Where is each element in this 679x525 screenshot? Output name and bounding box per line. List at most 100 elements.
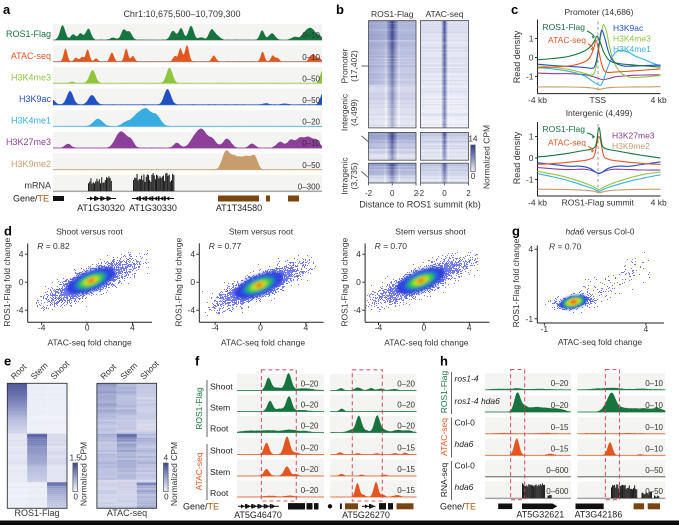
svg-text:R = 0.70: R = 0.70 xyxy=(549,242,582,252)
svg-text:Intergenic (4,499): Intergenic (4,499) xyxy=(566,108,633,118)
svg-text:4 kb: 4 kb xyxy=(651,198,667,208)
svg-text:ROS1-Flag fold change: ROS1-Flag fold change xyxy=(511,238,521,327)
svg-text:-4: -4 xyxy=(38,323,46,333)
svg-text:Promoter (14,686): Promoter (14,686) xyxy=(565,7,634,17)
svg-text:Chr1:10,675,500–10,709,300: Chr1:10,675,500–10,709,300 xyxy=(123,9,240,19)
svg-text:Root: Root xyxy=(210,424,229,434)
svg-text:f: f xyxy=(195,354,200,369)
svg-text:mRNA: mRNA xyxy=(25,180,52,190)
svg-text:4: 4 xyxy=(190,249,195,259)
svg-text:4: 4 xyxy=(467,323,472,333)
svg-text:0–10: 0–10 xyxy=(302,139,320,148)
svg-text:Col-0: Col-0 xyxy=(455,461,476,471)
svg-text:1: 1 xyxy=(529,33,534,43)
svg-text:AT5G46470: AT5G46470 xyxy=(234,510,282,520)
svg-text:ATAC-seq: ATAC-seq xyxy=(107,508,147,518)
svg-text:H3K4me3: H3K4me3 xyxy=(613,34,651,44)
svg-text:4: 4 xyxy=(304,323,309,333)
svg-text:-1: -1 xyxy=(541,324,549,334)
svg-text:ATAC-seq: ATAC-seq xyxy=(548,35,586,45)
svg-text:-2: -2 xyxy=(417,189,425,198)
svg-text:Normalized CPM: Normalized CPM xyxy=(482,125,492,189)
svg-text:0: 0 xyxy=(529,153,534,163)
svg-text:ATAC-seq: ATAC-seq xyxy=(11,51,51,61)
svg-text:ATAC-seq: ATAC-seq xyxy=(426,9,464,19)
svg-text:0–600: 0–600 xyxy=(546,466,569,475)
svg-text:hda6: hda6 xyxy=(455,439,474,449)
svg-text:0–20: 0–20 xyxy=(301,380,319,389)
svg-text:ROS1-Flag summit: ROS1-Flag summit xyxy=(562,198,635,208)
svg-text:0–20: 0–20 xyxy=(301,444,319,453)
svg-text:0–20: 0–20 xyxy=(301,486,319,495)
svg-text:-4 kb: -4 kb xyxy=(528,95,547,105)
svg-text:0: 0 xyxy=(390,189,395,198)
svg-text:0–10: 0–10 xyxy=(302,31,320,40)
svg-text:ATAC-seq: ATAC-seq xyxy=(548,138,586,148)
svg-text:h: h xyxy=(440,354,448,369)
svg-text:ROS1-Flag: ROS1-Flag xyxy=(194,387,204,430)
svg-text:ROS1-Flag: ROS1-Flag xyxy=(14,508,59,518)
svg-text:Stem: Stem xyxy=(210,467,230,477)
svg-text:a: a xyxy=(3,2,11,17)
svg-text:Normalized CPM: Normalized CPM xyxy=(79,442,89,506)
svg-text:H3K9me2: H3K9me2 xyxy=(612,141,650,151)
svg-text:ATAC-seq: ATAC-seq xyxy=(439,418,449,456)
svg-text:H3K4me1: H3K4me1 xyxy=(613,44,651,54)
svg-text:H3K27me3: H3K27me3 xyxy=(6,137,51,147)
svg-text:1.5: 1.5 xyxy=(70,454,82,463)
svg-text:R = 0.77: R = 0.77 xyxy=(209,241,242,251)
svg-text:Stem: Stem xyxy=(210,403,230,413)
svg-text:ROS1-Flag fold change: ROS1-Flag fold change xyxy=(2,238,12,327)
svg-text:0–20: 0–20 xyxy=(397,380,415,389)
svg-text:0: 0 xyxy=(73,493,78,502)
svg-text:0: 0 xyxy=(442,189,447,198)
svg-text:0–10: 0–10 xyxy=(645,379,663,388)
svg-text:H3K9ac: H3K9ac xyxy=(19,94,52,104)
svg-text:0–20: 0–20 xyxy=(301,465,319,474)
svg-text:0–10: 0–10 xyxy=(302,53,320,62)
svg-text:-1: -1 xyxy=(526,71,534,81)
svg-text:-4: -4 xyxy=(16,305,24,315)
svg-text:ATAC-seq fold change: ATAC-seq fold change xyxy=(221,338,306,348)
svg-text:0–20: 0–20 xyxy=(397,401,415,410)
svg-text:4: 4 xyxy=(19,249,24,259)
svg-text:R = 0.82: R = 0.82 xyxy=(37,241,70,251)
svg-text:AT5G32621: AT5G32621 xyxy=(516,510,564,520)
svg-text:0: 0 xyxy=(471,172,476,181)
svg-text:0–50: 0–50 xyxy=(302,96,320,105)
svg-text:Gene/TE: Gene/TE xyxy=(13,194,49,204)
svg-text:ATAC-seq fold change: ATAC-seq fold change xyxy=(47,338,132,348)
svg-text:TSS: TSS xyxy=(590,95,607,105)
svg-text:H3K9me2: H3K9me2 xyxy=(11,159,51,169)
svg-text:AT1G30320: AT1G30320 xyxy=(77,203,125,213)
svg-text:4: 4 xyxy=(528,244,533,254)
svg-text:-4: -4 xyxy=(353,305,361,315)
svg-text:0–15: 0–15 xyxy=(397,486,415,495)
svg-text:Stem versus root: Stem versus root xyxy=(229,227,294,237)
svg-text:hda6 versus Col-0: hda6 versus Col-0 xyxy=(566,227,635,237)
svg-text:14: 14 xyxy=(469,135,478,144)
svg-text:Shoot: Shoot xyxy=(210,382,233,392)
svg-text:AT3G42186: AT3G42186 xyxy=(574,510,622,520)
svg-text:0–20: 0–20 xyxy=(301,422,319,431)
svg-text:Shoot versus root: Shoot versus root xyxy=(56,227,123,237)
svg-text:0–300: 0–300 xyxy=(298,182,321,191)
svg-text:-1: -1 xyxy=(526,174,534,184)
svg-text:0: 0 xyxy=(422,323,427,333)
svg-text:-2: -2 xyxy=(365,189,373,198)
svg-text:0: 0 xyxy=(356,277,361,287)
svg-text:ROS1-Flag fold change: ROS1-Flag fold change xyxy=(174,238,184,327)
svg-text:4 kb: 4 kb xyxy=(651,95,667,105)
svg-text:ROS1-Flag fold change: ROS1-Flag fold change xyxy=(339,238,349,327)
svg-text:g: g xyxy=(512,224,520,239)
svg-text:Shoot: Shoot xyxy=(210,446,233,456)
svg-text:ATAC-seq: ATAC-seq xyxy=(194,452,204,490)
svg-text:ROS1-Flag: ROS1-Flag xyxy=(542,22,585,32)
svg-text:0: 0 xyxy=(258,323,263,333)
svg-text:4: 4 xyxy=(164,454,169,463)
svg-text:d: d xyxy=(4,224,12,239)
svg-text:H3K9ac: H3K9ac xyxy=(613,23,644,33)
svg-text:Intergenic(4,499): Intergenic(4,499) xyxy=(340,93,360,131)
svg-text:-4 kb: -4 kb xyxy=(528,198,547,208)
svg-text:0–600: 0–600 xyxy=(546,487,569,496)
